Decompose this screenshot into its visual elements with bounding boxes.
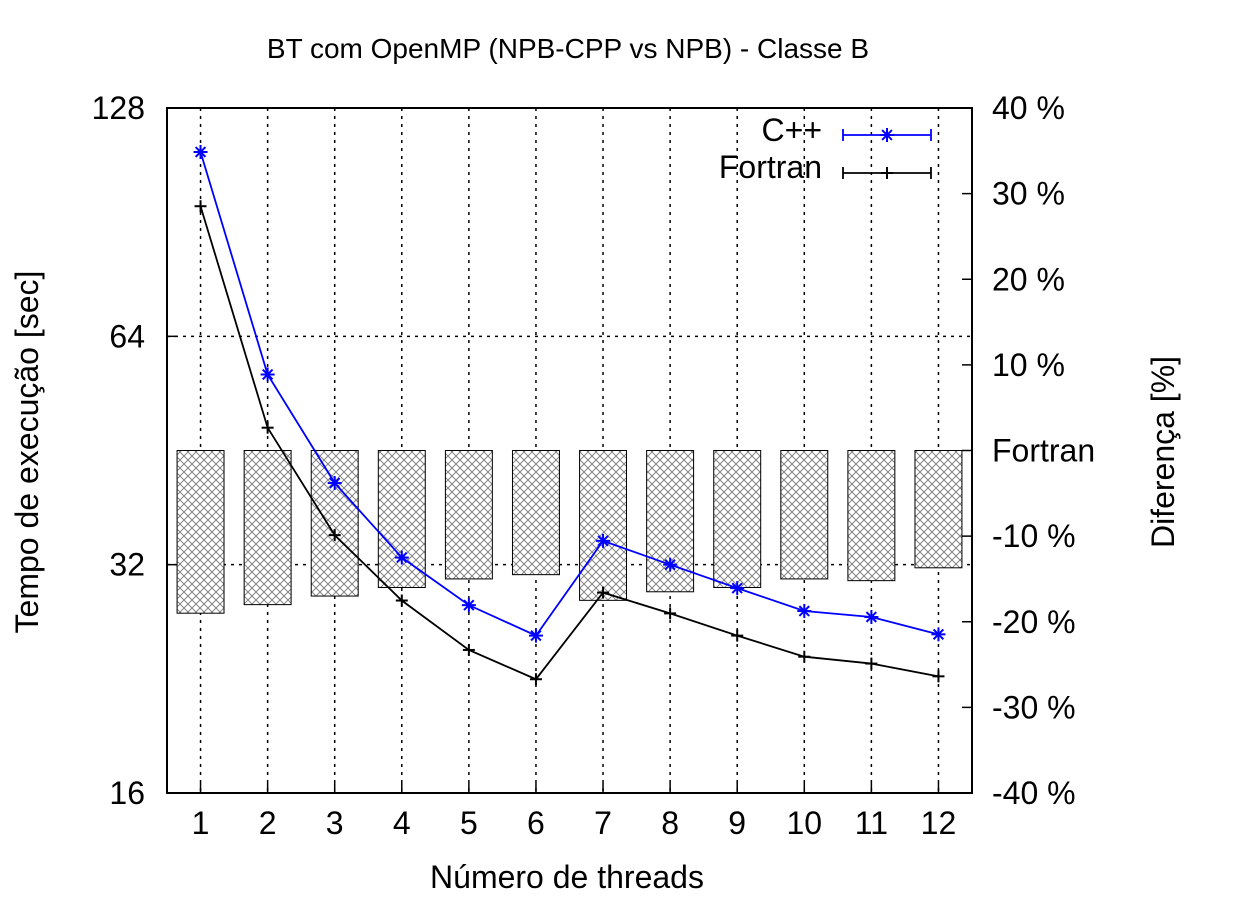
legend-sample-fortran	[842, 167, 932, 179]
x-tick-label: 6	[527, 805, 545, 841]
difference-bar	[713, 450, 762, 588]
chart-title: BT com OpenMP (NPB-CPP vs NPB) - Classe …	[267, 33, 869, 64]
data-series	[193, 144, 946, 686]
y2-axis-label: Diferença [%]	[1145, 356, 1181, 548]
x-tick-label: 7	[594, 805, 612, 841]
series-line-cpp	[199, 151, 939, 637]
x-tick-label: 12	[921, 805, 957, 841]
series-point-fortran	[261, 421, 274, 434]
series-point-cpp	[596, 533, 611, 548]
y-tick-label: 64	[109, 318, 145, 354]
series-point-cpp	[193, 144, 208, 159]
series-point-cpp	[394, 550, 409, 565]
legend-label-fortran: Fortran	[719, 149, 822, 185]
x-tick-label: 9	[728, 805, 746, 841]
x-tick-label: 8	[661, 805, 679, 841]
series-point-fortran	[395, 594, 408, 607]
series-point-cpp	[663, 557, 678, 572]
legend-label-cpp: C++	[762, 112, 822, 148]
x-tick-label: 2	[259, 805, 277, 841]
series-point-fortran	[798, 650, 811, 663]
difference-bar	[847, 450, 896, 582]
x-tick-label: 4	[393, 805, 411, 841]
x-tick-label: 1	[192, 805, 210, 841]
y2-tick-label: -10 %	[992, 518, 1076, 554]
legend-marker-fortran	[881, 167, 893, 179]
series-point-cpp	[461, 598, 476, 613]
x-tick-label: 11	[855, 805, 888, 841]
series-point-fortran	[664, 607, 677, 620]
series-point-fortran	[731, 629, 744, 642]
difference-bar	[377, 450, 426, 588]
series-line-fortran	[199, 205, 939, 681]
series-point-fortran	[865, 657, 878, 670]
legend-marker-cpp	[880, 128, 894, 142]
y2-tick-label: 40 %	[992, 90, 1065, 126]
difference-bar	[914, 450, 963, 569]
series-point-fortran	[194, 200, 207, 213]
y2-tick-label: 20 %	[992, 261, 1065, 297]
x-tick-label: 3	[326, 805, 344, 841]
x-axis-label: Número de threads	[430, 859, 704, 895]
difference-bar	[780, 450, 829, 580]
series-point-fortran	[932, 670, 945, 683]
series-point-cpp	[260, 367, 275, 382]
y-tick-label: 16	[109, 775, 145, 811]
difference-bars	[176, 450, 963, 614]
y2-tick-label: -40 %	[992, 775, 1076, 811]
difference-bar	[511, 450, 560, 576]
series-point-cpp	[528, 628, 543, 643]
y2-tick-label: 30 %	[992, 176, 1065, 212]
y2-tick-label: -20 %	[992, 604, 1076, 640]
series-point-cpp	[864, 609, 879, 624]
x-tick-label: 10	[786, 805, 822, 841]
series-point-cpp	[327, 476, 342, 491]
legend: C++ Fortran	[719, 112, 932, 185]
x-tick-label: 5	[460, 805, 478, 841]
y-tick-label: 32	[109, 547, 145, 583]
difference-bar	[310, 450, 359, 597]
series-point-cpp	[797, 604, 812, 619]
y-tick-label: 128	[92, 90, 145, 126]
y2-tick-label: Fortran	[992, 433, 1095, 469]
grid-lines	[167, 108, 972, 793]
series-point-fortran	[328, 529, 341, 542]
legend-sample-cpp	[842, 128, 932, 142]
y-axis-label: Tempo de execução [sec]	[9, 271, 45, 634]
y2-tick-label: -30 %	[992, 689, 1076, 725]
difference-bar	[243, 450, 292, 606]
series-point-cpp	[730, 581, 745, 596]
series-point-fortran	[597, 586, 610, 599]
difference-bar	[444, 450, 493, 580]
series-point-fortran	[529, 673, 542, 686]
series-point-fortran	[462, 643, 475, 656]
difference-bar	[176, 450, 225, 614]
difference-bar	[579, 450, 628, 601]
series-point-cpp	[931, 627, 946, 642]
y2-tick-label: 10 %	[992, 347, 1065, 383]
